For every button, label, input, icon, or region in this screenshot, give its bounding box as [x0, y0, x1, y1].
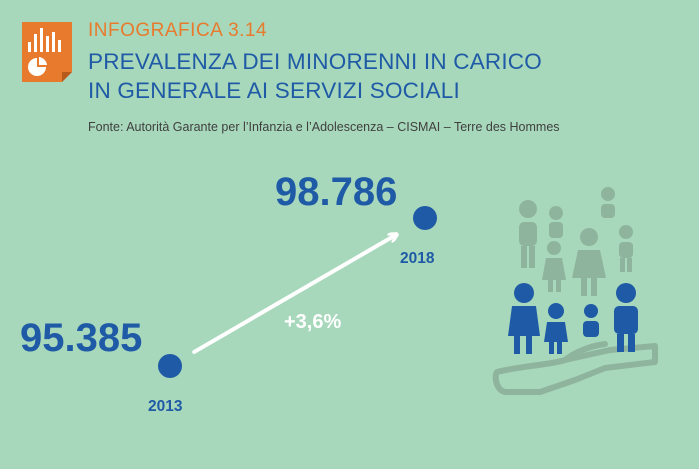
- data-point-2013: [158, 354, 182, 378]
- chart-document-icon: [22, 22, 72, 82]
- percent-change-label: +3,6%: [284, 311, 342, 333]
- trend-arrow: [192, 235, 395, 354]
- infographic-number: INFOGRAFICA 3.14: [88, 20, 268, 41]
- page-title: PREVALENZA DEI MINORENNI IN CARICO IN GE…: [88, 47, 542, 105]
- value-label-2018: 98.786: [275, 170, 398, 214]
- value-label-2013: 95.385: [20, 316, 143, 360]
- source-note: Fonte: Autorità Garante per l’Infanzia e…: [88, 120, 560, 134]
- title-line-2: IN GENERALE AI SERVIZI SOCIALI: [88, 78, 460, 103]
- title-line-1: PREVALENZA DEI MINORENNI IN CARICO: [88, 49, 542, 74]
- year-label-2013: 2013: [148, 398, 183, 415]
- year-label-2018: 2018: [400, 250, 435, 267]
- data-point-2018: [413, 206, 437, 230]
